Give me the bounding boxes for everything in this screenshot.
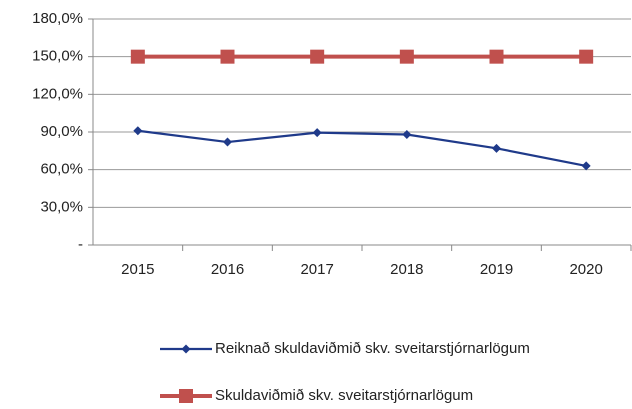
legend-label: Reiknað skuldaviðmið skv. sveitarstjórna… — [215, 340, 530, 357]
y-tick-label: 180,0% — [32, 10, 83, 27]
x-tick-label: 2018 — [390, 261, 423, 278]
legend-marker — [181, 344, 191, 354]
data-point — [579, 49, 594, 64]
y-tick-label: 30,0% — [40, 198, 83, 215]
data-point — [310, 49, 325, 64]
y-tick-label: - — [78, 236, 83, 253]
x-tick-label: 2020 — [569, 261, 602, 278]
y-tick-label: 150,0% — [32, 48, 83, 65]
legend-marker — [179, 389, 193, 403]
data-point — [130, 49, 145, 64]
data-point — [581, 161, 591, 171]
y-tick-label: 90,0% — [40, 123, 83, 140]
data-point — [402, 130, 412, 140]
x-tick-label: 2015 — [121, 261, 154, 278]
y-tick-label: 60,0% — [40, 161, 83, 178]
x-tick-label: 2017 — [300, 261, 333, 278]
x-tick-label: 2019 — [480, 261, 513, 278]
data-point — [223, 137, 232, 147]
x-tick-label: 2016 — [211, 261, 244, 278]
data-point — [489, 49, 504, 64]
data-point — [399, 49, 414, 64]
data-point — [133, 126, 143, 136]
data-point — [492, 143, 501, 153]
data-point — [312, 128, 322, 138]
data-point — [220, 49, 235, 64]
legend-label: Skuldaviðmið skv. sveitarstjórnarlögum — [215, 387, 473, 404]
y-tick-label: 120,0% — [32, 85, 83, 102]
series-line — [137, 129, 587, 167]
